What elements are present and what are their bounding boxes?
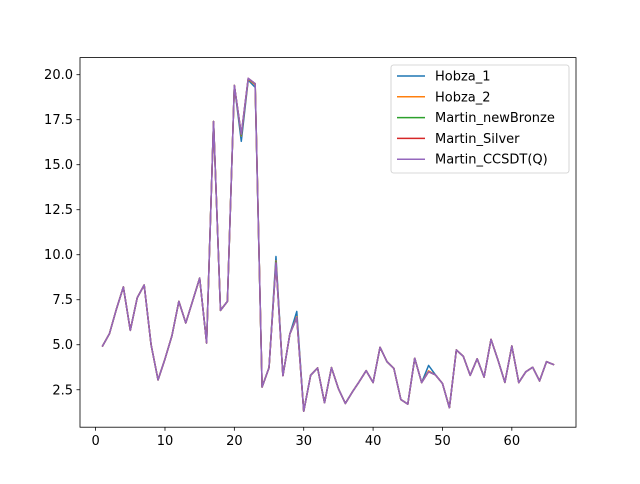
x-tick-label: 20 — [226, 434, 243, 449]
legend-label-2: Martin_newBronze — [435, 111, 555, 126]
y-tick-label: 20.0 — [44, 68, 73, 83]
y-axis: 2.5 5.0 7.5 10.0 12.5 15.0 17.5 20.0 — [44, 68, 80, 398]
x-tick-label: 40 — [365, 434, 382, 449]
legend-frame — [390, 64, 570, 174]
plot-frame — [79, 57, 577, 428]
y-tick-label: 5.0 — [52, 338, 73, 353]
x-tick-label: 50 — [434, 434, 451, 449]
legend-entries: Hobza_1 Hobza_2 Martin_newBronze Martin_Sil… — [397, 70, 555, 168]
legend-label-3: Martin_Silver — [435, 132, 520, 147]
legend-label-0: Hobza_1 — [435, 70, 491, 85]
x-tick-label: 10 — [157, 434, 174, 449]
x-tick-label: 0 — [91, 434, 99, 449]
y-tick-label: 15.0 — [44, 158, 73, 173]
y-tick-label: 7.5 — [52, 293, 73, 308]
y-tick-label: 10.0 — [44, 248, 73, 263]
legend-label-1: Hobza_2 — [435, 90, 491, 105]
legend: Hobza_1 Hobza_2 Martin_newBronze Martin_Sil… — [390, 64, 570, 174]
legend-label-4: Martin_CCSDT(Q) — [435, 153, 548, 168]
y-tick-label: 12.5 — [44, 203, 73, 218]
x-axis: 0 10 20 30 40 50 60 — [91, 427, 520, 449]
y-tick-label: 2.5 — [52, 383, 73, 398]
x-tick-label: 30 — [295, 434, 312, 449]
series-layer — [101, 77, 555, 412]
y-tick-label: 17.5 — [44, 113, 73, 128]
series-line-4 — [101, 77, 555, 412]
x-tick-label: 60 — [504, 434, 521, 449]
